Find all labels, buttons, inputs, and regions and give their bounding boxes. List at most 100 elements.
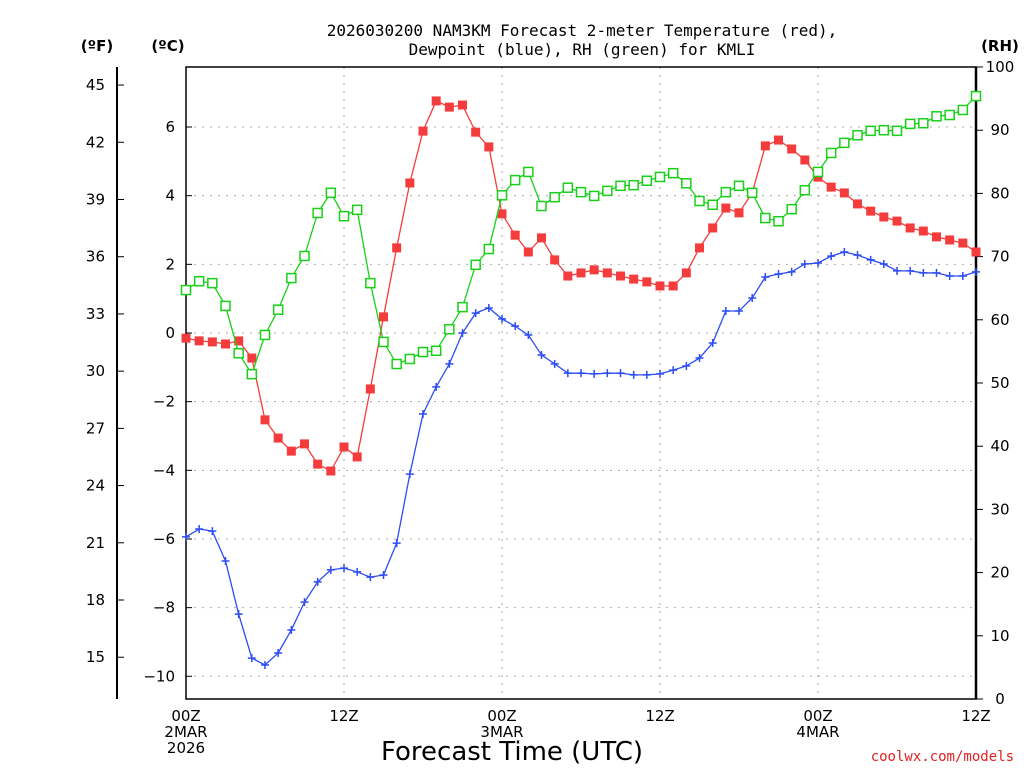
dewpoint-point: [577, 369, 585, 378]
rh-tick-label: 10: [990, 627, 1009, 645]
temperature-point: [286, 446, 296, 456]
dewpoint-point: [247, 654, 256, 663]
dewpoint-point: [498, 314, 506, 323]
dewpoint-point: [853, 251, 862, 260]
x-tick-label: 00Z: [487, 707, 516, 725]
dewpoint-point: [366, 573, 375, 582]
rh-tick-label: 90: [990, 121, 1009, 139]
temperature-point: [774, 135, 783, 145]
f-tick-label: 15: [86, 648, 105, 666]
c-tick-label: −2: [153, 393, 175, 411]
temperature-point: [879, 212, 889, 222]
rh-tick-label: 30: [990, 500, 1009, 518]
temperature-point: [760, 141, 770, 151]
temperature-point: [853, 199, 862, 209]
rh-point: [470, 259, 481, 271]
rh-point: [904, 118, 916, 130]
dewpoint-point: [800, 259, 809, 268]
dewpoint-point: [537, 350, 546, 359]
rh-point: [286, 272, 297, 284]
dewpoint-point: [787, 267, 796, 276]
temperature-point: [695, 243, 704, 253]
c-tick-label: 4: [165, 187, 175, 205]
rh-point: [246, 368, 258, 380]
credit-text: coolwx.com/models: [871, 749, 1014, 765]
f-tick-label: 39: [86, 190, 105, 208]
temperature-point: [510, 230, 520, 240]
rh-point: [786, 203, 797, 215]
dewpoint-point: [471, 309, 480, 318]
rh-point: [628, 179, 639, 191]
temperature-point: [642, 277, 652, 287]
rh-point: [404, 353, 416, 365]
temperature-point: [537, 233, 546, 243]
temperature-point: [892, 216, 902, 226]
rh-point: [549, 191, 560, 203]
temperature-point: [616, 271, 625, 281]
dewpoint-point: [695, 354, 704, 363]
dewpoint-point: [458, 329, 467, 337]
rh-point: [970, 90, 982, 102]
f-tick-label: 18: [86, 591, 105, 609]
temperature-point: [602, 268, 612, 278]
dewpoint-point: [879, 259, 888, 268]
rh-tick-label: 20: [990, 564, 1009, 582]
temperature-point: [734, 208, 744, 218]
temperature-point: [418, 126, 428, 136]
temperature-point: [339, 442, 349, 452]
rh-point: [746, 187, 758, 199]
dewpoint-point: [353, 567, 362, 576]
rh-point: [707, 199, 718, 211]
dewpoint-point: [735, 307, 743, 316]
dewpoint-point: [261, 660, 269, 669]
temperature-point: [300, 439, 309, 449]
dewpoint-point: [300, 598, 309, 607]
rh-point: [233, 348, 244, 359]
rh-point: [523, 166, 534, 178]
temperature-point: [668, 281, 678, 291]
rh-point: [812, 166, 824, 178]
c-tick-label: −4: [153, 461, 175, 479]
dewpoint-point: [208, 527, 217, 536]
temperature-point: [918, 226, 928, 236]
rh-point: [207, 277, 218, 289]
temperature-point: [379, 312, 388, 322]
x-tick-date: 2MAR: [164, 723, 207, 741]
temperature-point: [826, 182, 836, 192]
x-tick-label: 00Z: [171, 707, 200, 725]
rh-point: [615, 180, 626, 192]
dewpoint-point: [642, 370, 651, 379]
rh-point: [417, 346, 429, 358]
rh-point: [641, 175, 653, 187]
rh-point: [562, 182, 574, 193]
rh-point: [378, 336, 389, 348]
rh-point: [180, 284, 192, 296]
temperature-point: [194, 336, 204, 346]
c-tick-label: 6: [165, 118, 175, 136]
dewpoint-point: [195, 525, 204, 534]
rh-point: [536, 200, 547, 212]
dewpoint-point: [919, 268, 928, 277]
x-tick-label: 12Z: [645, 707, 674, 725]
rh-point: [931, 111, 942, 122]
temperature-point: [392, 243, 402, 253]
temperature-point: [945, 235, 955, 245]
temperature-point: [971, 247, 981, 257]
dewpoint-point: [550, 359, 559, 368]
dewpoint-point: [340, 564, 348, 573]
temperature-point: [787, 144, 797, 154]
dewpoint-point: [313, 577, 322, 586]
dewpoint-point: [274, 648, 283, 657]
rh-point: [773, 215, 784, 227]
rh-tick-label: 80: [990, 184, 1009, 202]
dewpoint-point: [840, 247, 849, 256]
chart-title-line1: 2026030200 NAM3KM Forecast 2-meter Tempe…: [327, 21, 838, 40]
temperature-point: [497, 209, 507, 219]
rh-point: [694, 195, 705, 207]
rh-point: [312, 207, 323, 219]
dewpoint-point: [379, 571, 388, 580]
temperature-point: [681, 268, 691, 278]
rh-point: [272, 304, 284, 315]
f-tick-label: 36: [86, 248, 105, 266]
rh-point: [338, 210, 350, 222]
